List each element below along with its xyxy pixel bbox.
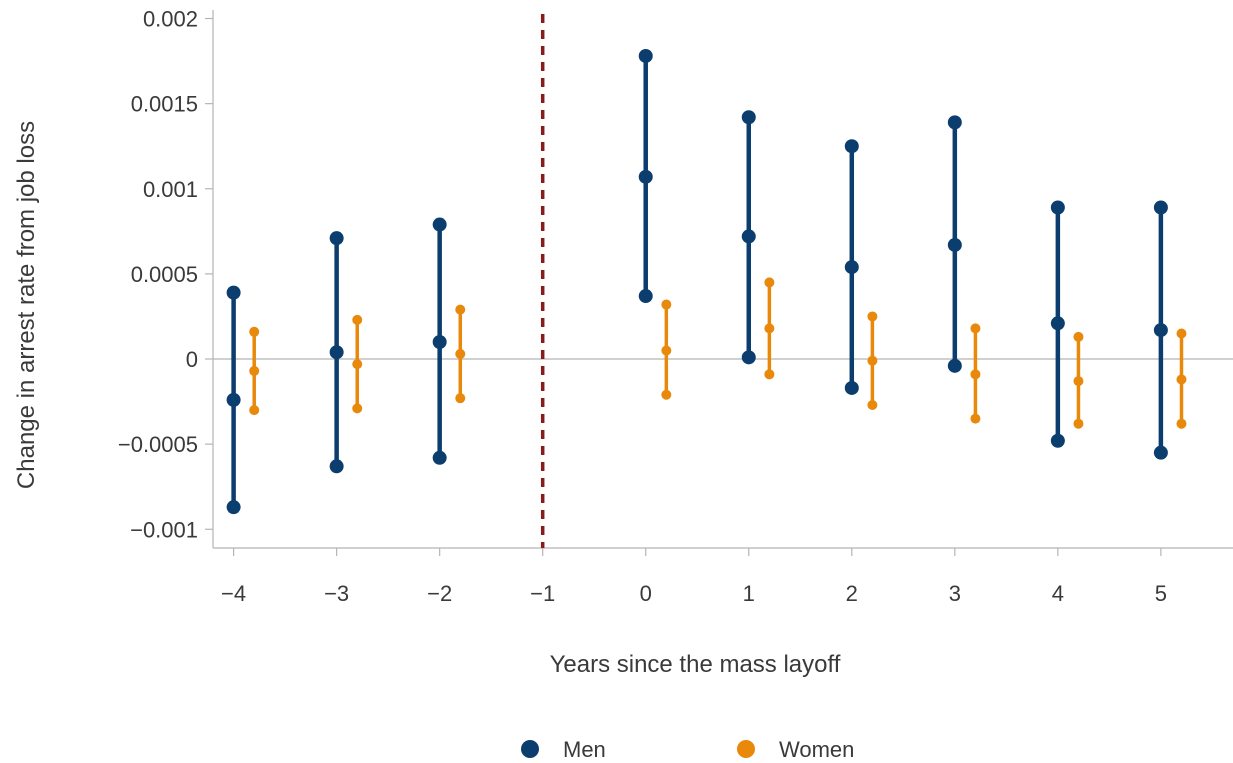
x-tick-label: 4 bbox=[1052, 581, 1064, 606]
y-tick-label: 0.0005 bbox=[131, 262, 198, 287]
lower-bound-point bbox=[352, 403, 363, 414]
upper-bound-point bbox=[1153, 200, 1168, 215]
estimate-point bbox=[1153, 323, 1168, 338]
y-tick-label: 0 bbox=[186, 347, 198, 372]
estimate-point bbox=[1073, 376, 1084, 387]
lower-bound-point bbox=[226, 500, 241, 515]
estimate-point bbox=[352, 359, 363, 370]
upper-bound-point bbox=[329, 231, 344, 246]
y-tick-label: 0.0015 bbox=[131, 92, 198, 117]
error-bar-women bbox=[352, 314, 363, 414]
error-bar-men bbox=[226, 285, 241, 515]
estimate-point bbox=[226, 392, 241, 407]
error-bar-men bbox=[432, 217, 447, 465]
upper-bound-point bbox=[352, 314, 363, 325]
estimate-point bbox=[329, 345, 344, 360]
x-tick-label: 5 bbox=[1155, 581, 1167, 606]
error-bar-women bbox=[970, 323, 981, 424]
estimate-point bbox=[741, 229, 756, 244]
legend-marker-women bbox=[737, 740, 755, 758]
estimate-point bbox=[455, 348, 466, 359]
upper-bound-point bbox=[741, 110, 756, 125]
upper-bound-point bbox=[638, 48, 653, 63]
legend-label-women: Women bbox=[779, 737, 854, 762]
estimate-point bbox=[249, 365, 260, 376]
error-bar-women bbox=[1073, 331, 1084, 429]
upper-bound-point bbox=[432, 217, 447, 232]
error-bar-women bbox=[455, 304, 466, 404]
legend-marker-men bbox=[521, 740, 539, 758]
x-axis-title: Years since the mass layoff bbox=[550, 651, 841, 678]
legend: Men Women bbox=[521, 737, 854, 762]
y-tick-label: 0.001 bbox=[143, 177, 198, 202]
error-bar-men bbox=[844, 139, 859, 395]
error-bar-men bbox=[1153, 200, 1168, 460]
error-bar-women bbox=[661, 299, 672, 400]
legend-label-men: Men bbox=[563, 737, 606, 762]
upper-bound-point bbox=[1050, 200, 1065, 215]
estimate-point bbox=[970, 369, 981, 380]
lower-bound-point bbox=[455, 393, 466, 404]
y-tick-label: −0.001 bbox=[130, 517, 198, 542]
lower-bound-point bbox=[661, 389, 672, 400]
estimate-point bbox=[638, 169, 653, 184]
y-axis-title: Change in arrest rate from job loss bbox=[13, 121, 40, 489]
error-bar-men bbox=[638, 48, 653, 304]
lower-bound-point bbox=[947, 358, 962, 373]
chart-marks bbox=[226, 14, 1187, 548]
upper-bound-point bbox=[970, 323, 981, 334]
estimate-point bbox=[867, 355, 878, 366]
x-tick-label: 0 bbox=[640, 581, 652, 606]
x-tick-label: −3 bbox=[324, 581, 349, 606]
upper-bound-point bbox=[844, 139, 859, 154]
error-bar-men bbox=[329, 231, 344, 474]
estimate-point bbox=[1176, 374, 1187, 385]
y-tick-label: −0.0005 bbox=[118, 432, 198, 457]
upper-bound-point bbox=[226, 285, 241, 300]
error-bar-men bbox=[947, 115, 962, 373]
error-bar-men bbox=[741, 110, 756, 365]
lower-bound-point bbox=[1153, 445, 1168, 460]
x-tick-label: −1 bbox=[530, 581, 555, 606]
upper-bound-point bbox=[249, 326, 260, 337]
estimate-point bbox=[1050, 316, 1065, 331]
estimate-point bbox=[764, 323, 775, 334]
estimate-point bbox=[947, 237, 962, 252]
lower-bound-point bbox=[638, 289, 653, 304]
lower-bound-point bbox=[1073, 418, 1084, 429]
estimate-point bbox=[432, 334, 447, 349]
x-tick-label: 1 bbox=[743, 581, 755, 606]
axes: −0.001 −0.0005 0 0.0005 0.001 0.0015 0.002 −4 −3… bbox=[118, 7, 1233, 606]
upper-bound-point bbox=[764, 277, 775, 288]
lower-bound-point bbox=[1176, 418, 1187, 429]
y-tick-label: 0.002 bbox=[143, 7, 198, 32]
upper-bound-point bbox=[947, 115, 962, 130]
lower-bound-point bbox=[867, 399, 878, 410]
lower-bound-point bbox=[249, 405, 260, 416]
lower-bound-point bbox=[970, 413, 981, 424]
lower-bound-point bbox=[741, 350, 756, 365]
error-bar-women bbox=[764, 277, 775, 380]
lower-bound-point bbox=[329, 459, 344, 474]
x-tick-label: 3 bbox=[949, 581, 961, 606]
upper-bound-point bbox=[867, 311, 878, 322]
x-tick-label: 2 bbox=[846, 581, 858, 606]
upper-bound-point bbox=[1176, 328, 1187, 339]
upper-bound-point bbox=[661, 299, 672, 310]
error-bar-men bbox=[1050, 200, 1065, 448]
estimate-point bbox=[844, 260, 859, 275]
error-bar-women bbox=[867, 311, 878, 410]
upper-bound-point bbox=[455, 304, 466, 315]
error-bar-women bbox=[1176, 328, 1187, 429]
upper-bound-point bbox=[1073, 331, 1084, 342]
lower-bound-point bbox=[844, 380, 859, 395]
x-tick-label: −4 bbox=[221, 581, 246, 606]
lower-bound-point bbox=[432, 450, 447, 465]
estimate-point bbox=[661, 345, 672, 356]
x-tick-label: −2 bbox=[427, 581, 452, 606]
lower-bound-point bbox=[1050, 433, 1065, 448]
error-bar-women bbox=[249, 326, 260, 416]
lower-bound-point bbox=[764, 369, 775, 380]
